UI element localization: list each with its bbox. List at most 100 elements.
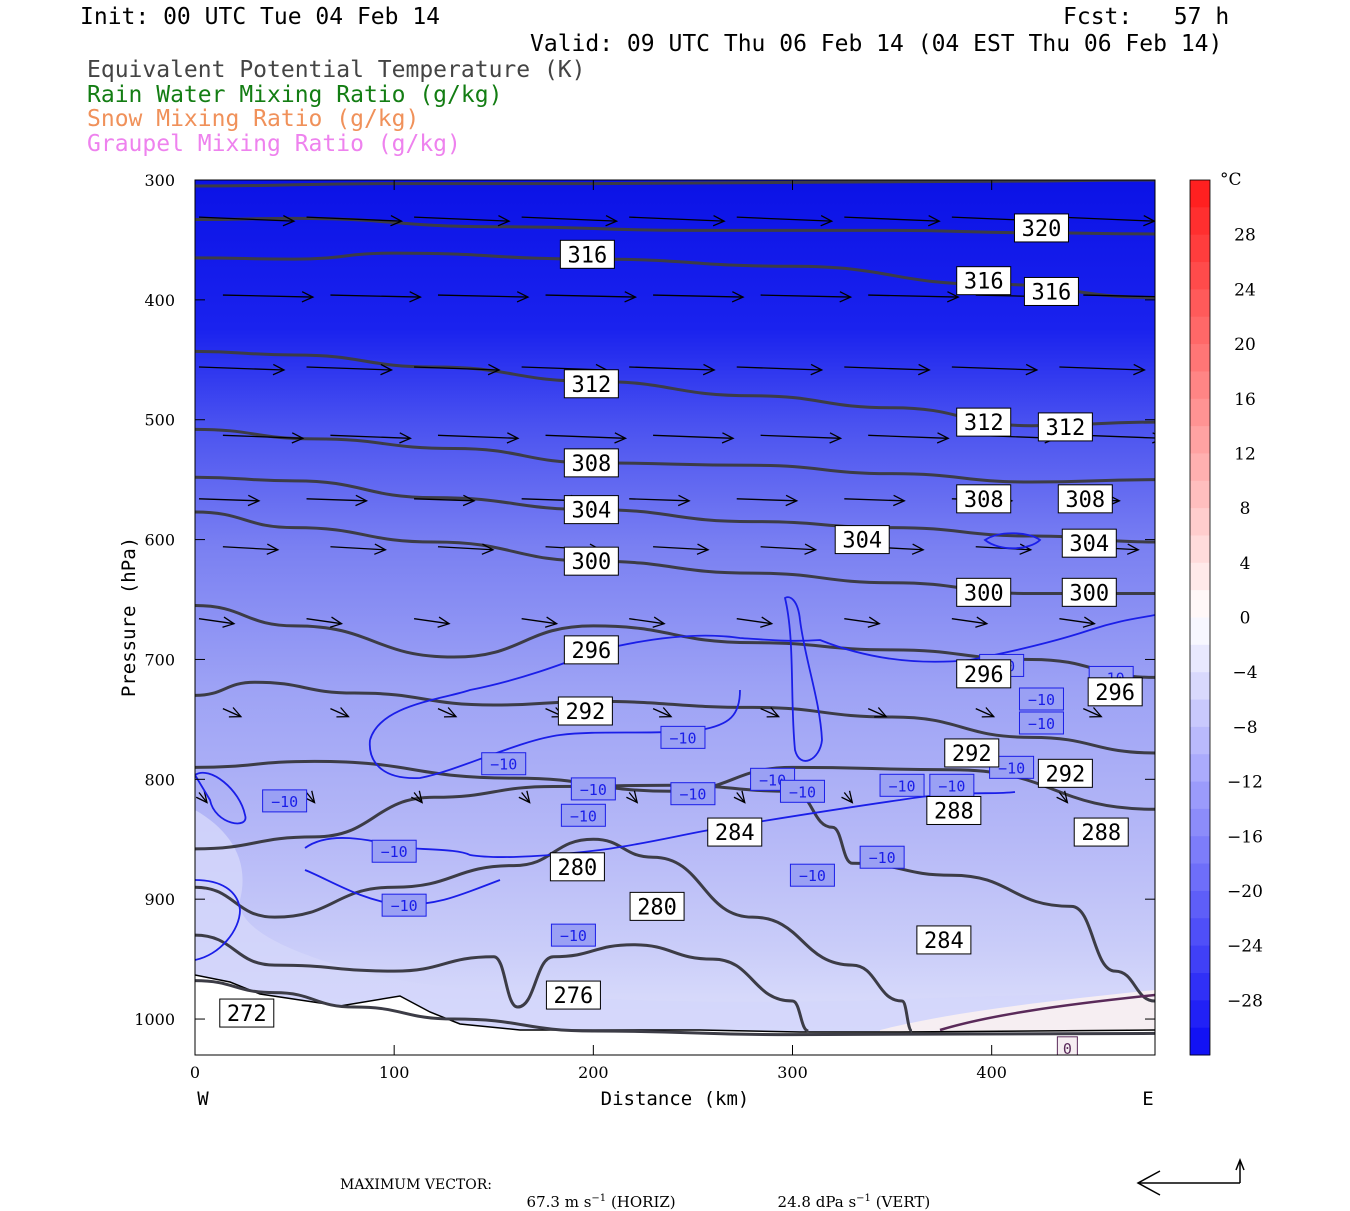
wind-vector-head [518, 790, 531, 804]
x-tick-label: 300 [777, 1063, 808, 1082]
colorbar-swatch [1190, 808, 1210, 837]
x-tick-label: 200 [578, 1063, 609, 1082]
wind-vector-head [1082, 616, 1096, 628]
wind-vector-head [1162, 292, 1173, 302]
theta-e-label-box [1037, 412, 1093, 442]
wind-vector-head [301, 291, 315, 303]
wind-vector-head [247, 494, 261, 507]
colorbar-tick-label: 0 [1240, 609, 1251, 629]
theta-e-label: 304 [842, 529, 882, 554]
wind-vector [222, 708, 242, 718]
colorbar-swatch [1190, 289, 1210, 318]
wind-vector-head [1089, 707, 1103, 718]
wind-vector [844, 216, 940, 222]
wind-vector [330, 546, 386, 551]
colorbar-swatch [1190, 945, 1210, 974]
colorbar-swatch [1190, 262, 1210, 290]
wind-vector-head [411, 790, 424, 804]
colorbar-swatch [1190, 781, 1210, 810]
theta-e-label: 280 [637, 895, 677, 920]
wind-vector [414, 366, 500, 371]
x-axis-label: Distance (km) [601, 1088, 750, 1110]
colorbar-swatch [1190, 890, 1210, 919]
colorbar-tick-label: −4 [1232, 663, 1257, 683]
wind-vector [760, 546, 816, 551]
isotherm-label: −10 [1028, 691, 1055, 709]
colorbar-tick-label: −12 [1227, 773, 1263, 793]
isotherm-label-box [789, 863, 835, 887]
y-tick-label: 700 [144, 650, 175, 669]
theta-e-label-box [1023, 276, 1079, 306]
y-tick-label: 600 [144, 531, 175, 550]
wind-vector [652, 708, 672, 718]
theta-e-label: 280 [558, 856, 598, 881]
wind-vector [736, 618, 772, 625]
theta-e-label: 300 [571, 550, 611, 575]
colorbar-tick-label: 28 [1234, 226, 1256, 246]
wind-vector [222, 434, 303, 439]
wind-vector-head [336, 707, 350, 718]
colorbar-swatch [1190, 426, 1210, 454]
colorbar-swatch [1190, 699, 1210, 728]
colorbar-swatch [1190, 453, 1210, 482]
colorbar-tick-label: 20 [1234, 335, 1256, 355]
wind-vector [1059, 366, 1145, 371]
wind-vector [545, 294, 636, 298]
wind-vector [437, 546, 494, 551]
colorbar-swatch [1190, 535, 1210, 564]
theta-e-contour [195, 180, 1155, 188]
isotherm-label-box [660, 725, 706, 749]
theta-e-contour [195, 979, 1155, 1037]
wind-vector-head [1025, 363, 1039, 376]
colorbar-swatch [1190, 754, 1210, 783]
theta-e-label-box [956, 659, 1012, 689]
wind-vector [414, 216, 510, 222]
wind-vector [198, 366, 285, 371]
wind-vector-head [374, 543, 387, 555]
wind-vector [975, 708, 995, 718]
colorbar-swatch [1190, 207, 1210, 236]
wind-vector-head [605, 215, 619, 227]
theta-e-label-box [834, 525, 890, 555]
wind-vector [951, 618, 987, 625]
wind-vector-head [506, 432, 520, 444]
wind-vector-head [981, 707, 996, 718]
theta-e-label-box [1037, 758, 1093, 788]
wind-vector [736, 498, 797, 502]
colorbar-swatch [1190, 617, 1210, 646]
wind-vector-head [282, 215, 296, 227]
wind-vector-head [696, 543, 710, 555]
wind-vector-head [733, 790, 746, 804]
y-axis-label: Pressure (hPa) [118, 537, 140, 697]
theta-e-label-box [1061, 577, 1117, 607]
wind-vector-head [927, 215, 941, 227]
wind-vector [198, 216, 295, 222]
colorbar-swatch [1190, 918, 1210, 947]
wind-vector-head [841, 790, 854, 804]
wind-vector [867, 708, 887, 718]
theta-e-contour [195, 680, 1155, 755]
isotherm-label: −10 [570, 807, 597, 825]
wind-vector [306, 792, 316, 803]
colorbar-frame [1189, 179, 1211, 1056]
wind-vector-head [399, 432, 412, 444]
init-time: Init: 00 UTC Tue 04 Feb 14 [80, 4, 441, 30]
theta-e-label: 276 [554, 984, 594, 1009]
wind-vector [736, 366, 822, 371]
wind-vector [1083, 294, 1155, 298]
plot-frame [194, 179, 1156, 1056]
isotherm-label-box [779, 779, 825, 803]
colorbar-swatch [1190, 480, 1210, 509]
east-label: E [1142, 1088, 1153, 1110]
wind-vector-head [516, 291, 530, 303]
y-tick-label: 400 [144, 291, 175, 310]
wind-vector [653, 294, 744, 298]
wind-vector-head [1019, 543, 1033, 555]
wind-vector-head [443, 707, 458, 718]
theta-e-label: 292 [565, 700, 605, 725]
wind-vector [437, 434, 519, 439]
wind-vector [1059, 618, 1095, 625]
zero-isotherm-label: 0 [1063, 1040, 1072, 1058]
zero-isotherm-label-box [1056, 1036, 1078, 1055]
